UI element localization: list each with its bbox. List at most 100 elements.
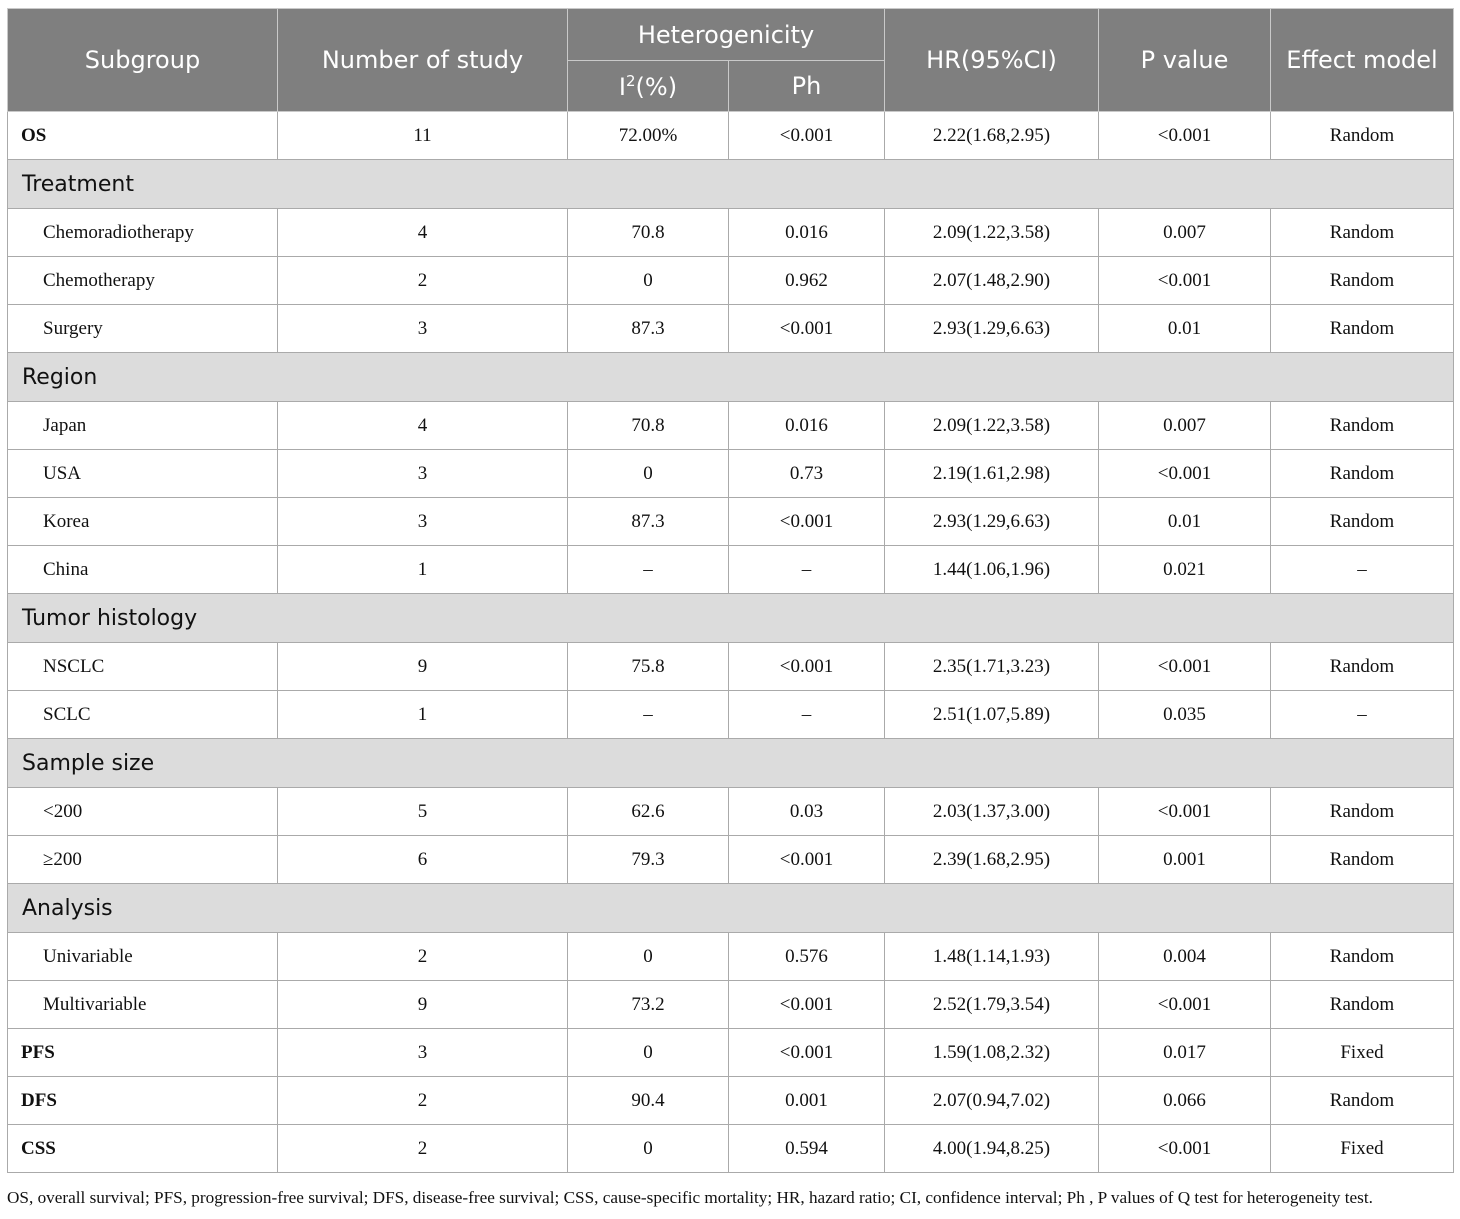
header-effect-model: Effect model (1270, 8, 1454, 112)
header-i2: I2(%) (567, 60, 729, 112)
section-label: Region (7, 352, 1454, 402)
cell-p-value: <0.001 (1098, 1124, 1271, 1173)
cell-number-of-study: 1 (277, 545, 568, 594)
cell-effect-model: Random (1270, 835, 1454, 884)
table-row: <200 5 62.6 0.03 2.03(1.37,3.00) <0.001 Random (7, 787, 1454, 836)
cell-i2: 0 (567, 1124, 729, 1173)
cell-number-of-study: 2 (277, 256, 568, 305)
cell-i2: 62.6 (567, 787, 729, 836)
cell-number-of-study: 9 (277, 642, 568, 691)
cell-i2: 70.8 (567, 208, 729, 257)
cell-ph: 0.962 (728, 256, 885, 305)
cell-hr: 1.48(1.14,1.93) (884, 932, 1099, 981)
cell-p-value: <0.001 (1098, 787, 1271, 836)
cell-subgroup: Univariable (7, 932, 278, 981)
cell-hr: 2.07(1.48,2.90) (884, 256, 1099, 305)
cell-effect-model: Random (1270, 304, 1454, 353)
header-subgroup: Subgroup (7, 8, 278, 112)
cell-p-value: 0.017 (1098, 1028, 1271, 1077)
section-label: Treatment (7, 159, 1454, 209)
cell-i2: 70.8 (567, 401, 729, 450)
table-row: PFS 3 0 <0.001 1.59(1.08,2.32) 0.017 Fixed (7, 1028, 1454, 1077)
cell-hr: 4.00(1.94,8.25) (884, 1124, 1099, 1173)
subgroup-analysis-table: Subgroup Number of study Heterogenicity … (7, 8, 1454, 1173)
cell-p-value: 0.004 (1098, 932, 1271, 981)
cell-effect-model: – (1270, 690, 1454, 739)
cell-ph: 0.001 (728, 1076, 885, 1125)
section-label: Analysis (7, 883, 1454, 933)
cell-subgroup: Japan (7, 401, 278, 450)
cell-i2: 72.00% (567, 111, 729, 160)
cell-hr: 1.44(1.06,1.96) (884, 545, 1099, 594)
cell-ph: <0.001 (728, 642, 885, 691)
cell-ph: 0.576 (728, 932, 885, 981)
cell-ph: <0.001 (728, 111, 885, 160)
table-row: OS 11 72.00% <0.001 2.22(1.68,2.95) <0.001 Ran… (7, 111, 1454, 160)
section-row: Sample size (7, 738, 1454, 788)
cell-subgroup: CSS (7, 1124, 278, 1173)
cell-effect-model: Random (1270, 1076, 1454, 1125)
cell-subgroup: Chemoradiotherapy (7, 208, 278, 257)
cell-hr: 2.09(1.22,3.58) (884, 401, 1099, 450)
cell-hr: 2.07(0.94,7.02) (884, 1076, 1099, 1125)
table-row: Japan 4 70.8 0.016 2.09(1.22,3.58) 0.007 Rando… (7, 401, 1454, 450)
table-row: USA 3 0 0.73 2.19(1.61,2.98) <0.001 Random (7, 449, 1454, 498)
table-footnote: OS, overall survival; PFS, progression-f… (7, 1188, 1373, 1207)
header-i2-superscript: 2 (626, 71, 636, 90)
cell-effect-model: Random (1270, 642, 1454, 691)
table-row: CSS 2 0 0.594 4.00(1.94,8.25) <0.001 Fixed (7, 1124, 1454, 1173)
cell-i2: 0 (567, 449, 729, 498)
cell-number-of-study: 2 (277, 932, 568, 981)
section-label: Tumor histology (7, 593, 1454, 643)
cell-i2: 79.3 (567, 835, 729, 884)
table-row: Univariable 2 0 0.576 1.48(1.14,1.93) 0.004 Ra… (7, 932, 1454, 981)
cell-effect-model: Fixed (1270, 1028, 1454, 1077)
cell-subgroup: OS (7, 111, 278, 160)
cell-subgroup: Multivariable (7, 980, 278, 1029)
cell-p-value: 0.007 (1098, 208, 1271, 257)
table-row: Chemotherapy 2 0 0.962 2.07(1.48,2.90) <0.001… (7, 256, 1454, 305)
cell-ph: <0.001 (728, 835, 885, 884)
cell-number-of-study: 4 (277, 208, 568, 257)
cell-ph: 0.73 (728, 449, 885, 498)
cell-number-of-study: 9 (277, 980, 568, 1029)
cell-subgroup: ≥200 (7, 835, 278, 884)
section-row: Treatment (7, 159, 1454, 209)
cell-effect-model: Random (1270, 449, 1454, 498)
cell-hr: 2.93(1.29,6.63) (884, 497, 1099, 546)
cell-subgroup: NSCLC (7, 642, 278, 691)
cell-ph: 0.016 (728, 401, 885, 450)
table-row: Surgery 3 87.3 <0.001 2.93(1.29,6.63) 0.01 Ran… (7, 304, 1454, 353)
cell-number-of-study: 6 (277, 835, 568, 884)
cell-subgroup: <200 (7, 787, 278, 836)
cell-number-of-study: 3 (277, 304, 568, 353)
cell-effect-model: Fixed (1270, 1124, 1454, 1173)
cell-i2: – (567, 690, 729, 739)
cell-subgroup: USA (7, 449, 278, 498)
cell-number-of-study: 11 (277, 111, 568, 160)
cell-i2: – (567, 545, 729, 594)
cell-p-value: <0.001 (1098, 642, 1271, 691)
header-i2-unit: (%) (635, 72, 678, 101)
section-row: Region (7, 352, 1454, 402)
section-row: Tumor histology (7, 593, 1454, 643)
cell-effect-model: Random (1270, 111, 1454, 160)
cell-number-of-study: 2 (277, 1076, 568, 1125)
cell-subgroup: DFS (7, 1076, 278, 1125)
cell-i2: 75.8 (567, 642, 729, 691)
cell-subgroup: Chemotherapy (7, 256, 278, 305)
cell-p-value: 0.01 (1098, 497, 1271, 546)
cell-ph: 0.594 (728, 1124, 885, 1173)
cell-i2: 87.3 (567, 497, 729, 546)
table-row: SCLC 1– –2.51(1.07,5.89) 0.035– (7, 690, 1454, 739)
cell-ph: <0.001 (728, 980, 885, 1029)
cell-number-of-study: 4 (277, 401, 568, 450)
cell-p-value: <0.001 (1098, 980, 1271, 1029)
cell-hr: 2.39(1.68,2.95) (884, 835, 1099, 884)
cell-subgroup: SCLC (7, 690, 278, 739)
cell-ph: <0.001 (728, 1028, 885, 1077)
table-row: DFS 2 90.4 0.001 2.07(0.94,7.02) 0.066 Random (7, 1076, 1454, 1125)
cell-ph: <0.001 (728, 497, 885, 546)
table-row: Korea 3 87.3 <0.001 2.93(1.29,6.63) 0.01 Rando… (7, 497, 1454, 546)
table-row: NSCLC 9 75.8 <0.001 2.35(1.71,3.23) <0.001 Ran… (7, 642, 1454, 691)
